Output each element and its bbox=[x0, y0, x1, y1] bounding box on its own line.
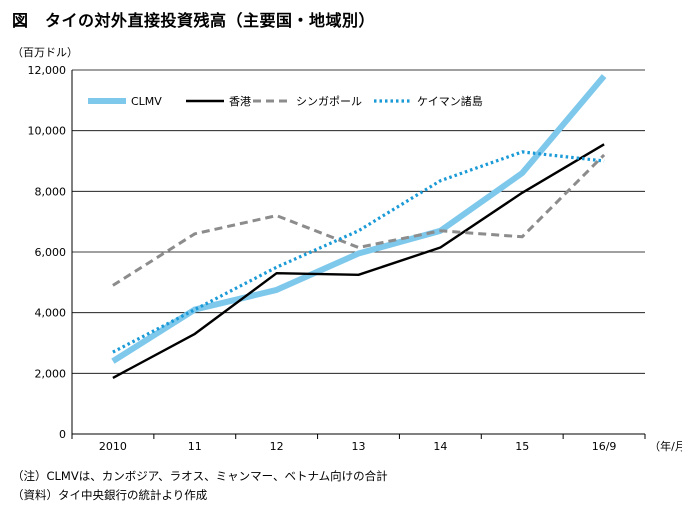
y-tick-label: 12,000 bbox=[28, 64, 67, 77]
series-ケイマン諸島-line bbox=[112, 150, 605, 354]
series-シンガポール-line bbox=[112, 153, 606, 287]
y-tick-label: 2,000 bbox=[35, 367, 67, 380]
x-tick-label: 11 bbox=[188, 440, 202, 453]
x-tick-label: 16/9 bbox=[592, 440, 617, 453]
y-axis-unit-label: （百万ドル） bbox=[12, 46, 78, 59]
x-tick-label: 13 bbox=[352, 440, 366, 453]
series-CLMV-line bbox=[111, 74, 607, 364]
legend-label: ケイマン諸島 bbox=[417, 94, 483, 108]
y-tick-label: 6,000 bbox=[35, 246, 67, 259]
legend-label: CLMV bbox=[131, 95, 162, 108]
x-tick-label: 14 bbox=[433, 440, 447, 453]
legend-label: シンガポール bbox=[296, 95, 362, 108]
x-tick-label: 12 bbox=[270, 440, 284, 453]
y-tick-label: 4,000 bbox=[35, 307, 67, 320]
y-tick-label: 0 bbox=[59, 428, 66, 441]
x-tick-label: 15 bbox=[515, 440, 529, 453]
legend-label: 香港 bbox=[229, 95, 251, 108]
x-tick-label: 2010 bbox=[99, 440, 127, 453]
y-tick-label: 8,000 bbox=[35, 185, 67, 198]
y-tick-label: 10,000 bbox=[28, 125, 67, 138]
series-香港-line bbox=[112, 143, 605, 379]
chart-title: 図 タイの対外直接投資残高（主要国・地域別） bbox=[12, 11, 376, 30]
chart-source: （資料）タイ中央銀行の統計より作成 bbox=[12, 488, 208, 502]
chart-note: （注）CLMVは、カンボジア、ラオス、ミャンマー、ベトナム向けの合計 bbox=[12, 469, 388, 483]
x-axis-label: （年/月） bbox=[649, 439, 682, 453]
